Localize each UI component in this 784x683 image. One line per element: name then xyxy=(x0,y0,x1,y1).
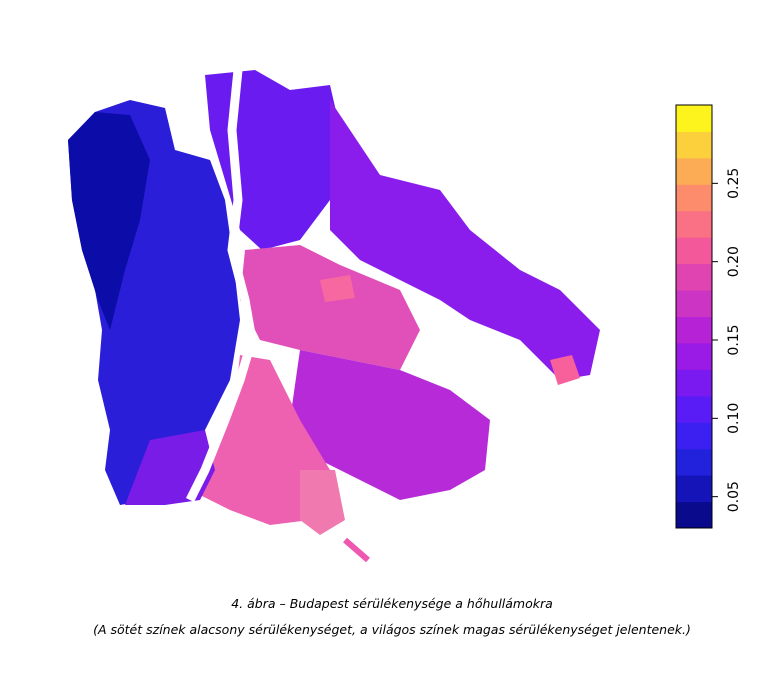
colorbar-band xyxy=(676,237,712,265)
colorbar-band xyxy=(676,395,712,423)
colorbar-band xyxy=(676,448,712,476)
colorbar-frame xyxy=(675,104,713,529)
stripe-southeast xyxy=(343,537,370,563)
district-pink-block xyxy=(320,275,355,302)
caption-note: (A sötét színek alacsony sérülékenységet… xyxy=(93,622,691,637)
district-west-dark xyxy=(68,112,150,330)
caption-title: 4. ábra – Budapest sérülékenysége a hőhu… xyxy=(231,596,553,611)
colorbar-band xyxy=(676,316,712,344)
river-danube xyxy=(185,69,257,503)
district-center xyxy=(240,245,420,370)
colorbar-tick-label: 0.10 xyxy=(726,403,742,434)
colorbar-tick-label: 0.15 xyxy=(726,324,742,355)
city-map xyxy=(68,69,600,563)
colorbar-band xyxy=(676,475,712,503)
colorbar-tick-label: 0.05 xyxy=(726,481,742,512)
district-southeast xyxy=(290,350,490,500)
colorbar-band xyxy=(676,501,712,529)
colorbar-band xyxy=(676,290,712,317)
colorbar: 0.05 0.10 0.15 0.20 0.25 xyxy=(675,104,742,529)
colorbar-tick-label: 0.20 xyxy=(726,246,742,277)
district-northeast xyxy=(330,100,600,380)
district-east-block xyxy=(550,355,580,385)
colorbar-band xyxy=(676,184,712,212)
colorbar-band xyxy=(676,131,712,159)
colorbar-band xyxy=(676,105,712,132)
colorbar-band xyxy=(676,157,712,185)
district-south-island xyxy=(300,470,345,535)
colorbar-band xyxy=(676,263,712,291)
colorbar-band xyxy=(676,369,712,397)
colorbar-band xyxy=(676,422,712,450)
district-south xyxy=(200,355,330,525)
colorbar-band xyxy=(676,342,712,370)
colorbar-band xyxy=(676,210,712,238)
colorbar-tick-label: 0.25 xyxy=(726,168,742,199)
